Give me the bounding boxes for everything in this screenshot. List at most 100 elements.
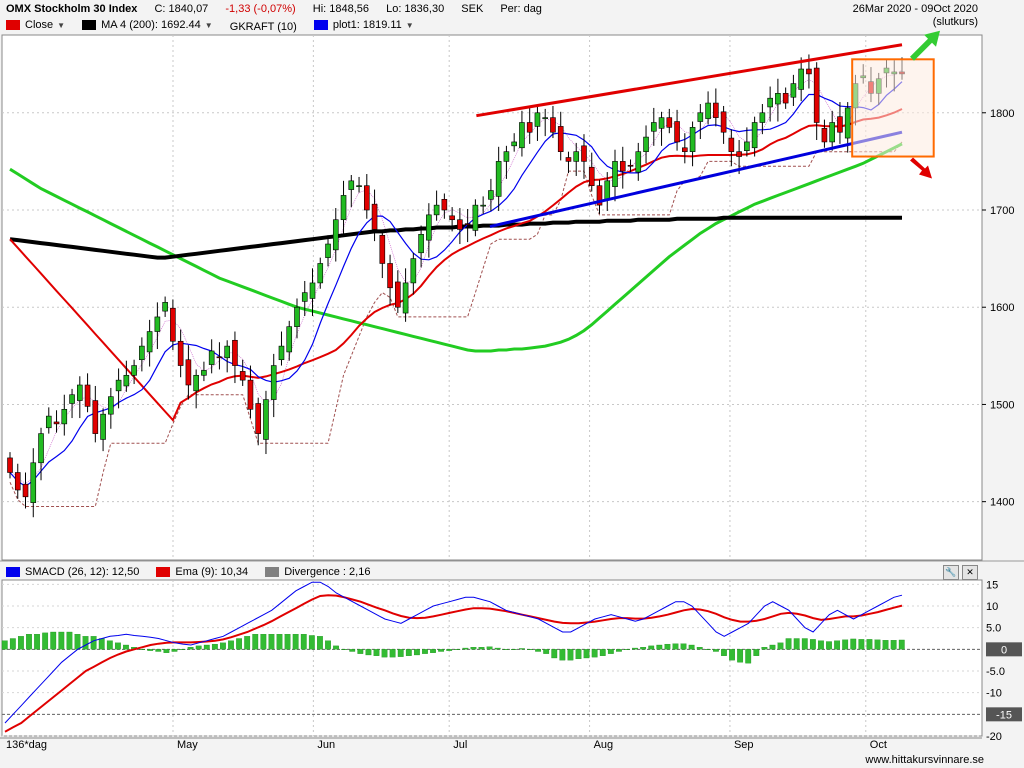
divergence-bar <box>591 649 598 658</box>
candle-body <box>61 409 68 425</box>
y-tick-label: 1400 <box>990 497 1014 509</box>
candle-body <box>433 204 440 216</box>
legend-divergence-swatch <box>265 567 280 577</box>
divergence-bar <box>284 634 291 650</box>
divergence-bar <box>18 636 24 650</box>
lower-trend-line <box>489 130 903 228</box>
divergence-bar <box>818 640 824 650</box>
candle-body <box>751 122 758 149</box>
divergence-bar <box>866 639 873 650</box>
macd-legend: SMACD (26, 12): 12,50 Ema (9): 10,34 Div… <box>6 566 384 580</box>
divergence-bar <box>567 649 574 661</box>
candle-body <box>108 396 114 415</box>
divergence-bar <box>82 636 89 650</box>
divergence-bar <box>486 646 493 650</box>
divergence-bar <box>179 649 186 650</box>
candle-body <box>340 195 347 221</box>
currency-label: SEK <box>461 3 484 15</box>
quote-summary: OMX Stockholm 30 Index C: 1840,07 -1,33 … <box>6 3 556 15</box>
candle-body <box>565 157 572 162</box>
candle-body <box>650 122 657 132</box>
up-arrow <box>910 30 940 61</box>
divergence-bar <box>494 647 501 650</box>
x-tick-label: Oct <box>870 739 887 751</box>
candle-body <box>581 145 587 162</box>
period-selector[interactable]: Per: dag <box>500 3 542 15</box>
chevron-down-icon[interactable]: ▼ <box>57 20 66 30</box>
legend-gkraft[interactable]: GKRAFT (10) <box>230 21 297 33</box>
macd-panel <box>1 579 983 737</box>
candle-body <box>332 219 339 251</box>
candle-body <box>596 185 603 206</box>
macd-tick-label: 15 <box>986 579 998 591</box>
divergence-bar <box>373 649 380 656</box>
x-tick-label: 136*dag <box>6 739 47 751</box>
macd-tick-label: -15 <box>996 709 1012 721</box>
candle-body <box>278 345 285 361</box>
candle-body <box>480 204 486 207</box>
candle-body <box>519 122 525 149</box>
divergence-bar <box>341 649 348 650</box>
divergence-bar <box>26 634 32 650</box>
divergence-bar <box>519 648 525 650</box>
candle-body <box>14 472 21 491</box>
candle-body <box>588 166 595 186</box>
divergence-bar <box>624 649 630 650</box>
divergence-bar <box>268 634 275 650</box>
divergence-bar <box>607 649 614 654</box>
legend-ma[interactable]: MA 4 (200): 1692.44 ▼ <box>82 19 213 31</box>
candle-body <box>744 141 750 151</box>
legend-divergence[interactable]: Divergence : 2,16 <box>265 566 370 578</box>
divergence-bar <box>753 649 760 656</box>
legend-ema[interactable]: Ema (9): 10,34 <box>156 566 248 578</box>
candle-body <box>813 67 820 123</box>
candle-body <box>472 204 479 231</box>
legend-plot1-label: plot1: 1819.11 <box>332 19 402 31</box>
legend-smacd[interactable]: SMACD (26, 12): 12,50 <box>6 566 139 578</box>
legend-close-swatch <box>6 20 20 30</box>
legend-close[interactable]: Close ▼ <box>6 19 65 31</box>
candle-body <box>22 483 29 498</box>
candle-body <box>239 371 246 381</box>
divergence-bar <box>801 638 808 650</box>
legend-ema-label: Ema (9): 10,34 <box>175 566 249 578</box>
divergence-bar <box>413 649 420 656</box>
divergence-bar <box>90 636 97 650</box>
divergence-bar <box>155 649 162 652</box>
divergence-bar <box>325 640 331 650</box>
legend: Close ▼ MA 4 (200): 1692.44 ▼ GKRAFT (10) … <box>6 19 428 33</box>
legend-smacd-label: SMACD (26, 12): 12,50 <box>25 566 140 578</box>
candle-body <box>193 374 199 392</box>
divergence-bar <box>163 649 170 653</box>
divergence-bar <box>381 649 388 658</box>
close-icon[interactable]: ✕ <box>962 565 978 580</box>
candle-body <box>689 127 696 152</box>
divergence-bar <box>478 647 485 650</box>
chevron-down-icon[interactable]: ▼ <box>405 20 414 30</box>
y-tick-label: 1800 <box>990 108 1014 120</box>
candle-body <box>100 413 106 440</box>
chevron-down-icon[interactable]: ▼ <box>204 20 213 30</box>
candle-body <box>488 190 494 200</box>
divergence-bar <box>139 649 146 650</box>
divergence-bar <box>454 649 461 650</box>
candle-body <box>84 384 91 407</box>
divergence-bar <box>632 647 638 650</box>
candle-body <box>154 316 161 332</box>
legend-plot1[interactable]: plot1: 1819.11 ▼ <box>313 19 414 31</box>
candle-body <box>247 379 254 410</box>
candle-body <box>286 326 293 353</box>
divergence-bar <box>785 638 792 650</box>
candle-body <box>139 345 145 361</box>
candle-body <box>449 215 455 221</box>
divergence-bar <box>898 639 905 650</box>
x-tick-label: Jun <box>317 739 335 751</box>
divergence-bar <box>300 634 307 650</box>
divergence-bar <box>438 649 445 652</box>
divergence-bar <box>42 632 49 650</box>
divergence-bar <box>680 643 687 650</box>
wrench-icon[interactable]: 🔧 <box>943 565 959 580</box>
candle-body <box>395 281 401 308</box>
divergence-bar <box>365 649 372 656</box>
